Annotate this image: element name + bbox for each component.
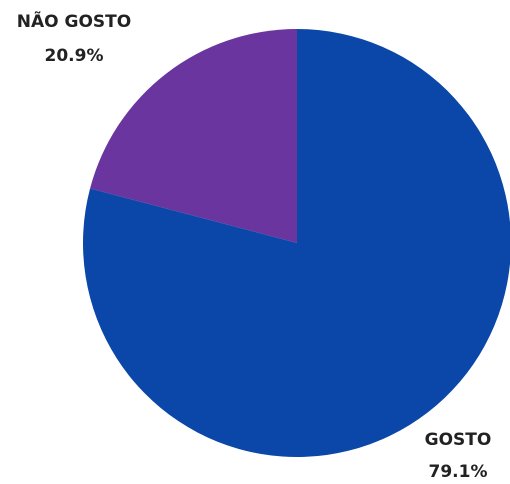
- pie-slice-n-o-gosto: [90, 29, 297, 243]
- slice-value-nao-gosto: 20.9%: [45, 46, 104, 66]
- slice-label-gosto: GOSTO: [425, 430, 492, 450]
- slice-value-gosto: 79.1%: [429, 462, 488, 482]
- pie-slices: [83, 29, 510, 457]
- slice-label-nao-gosto: NÃO GOSTO: [17, 9, 131, 32]
- pie-labels: NÃO GOSTO 20.9% GOSTO 79.1%: [17, 9, 492, 482]
- pie-slice-gosto: [83, 29, 510, 457]
